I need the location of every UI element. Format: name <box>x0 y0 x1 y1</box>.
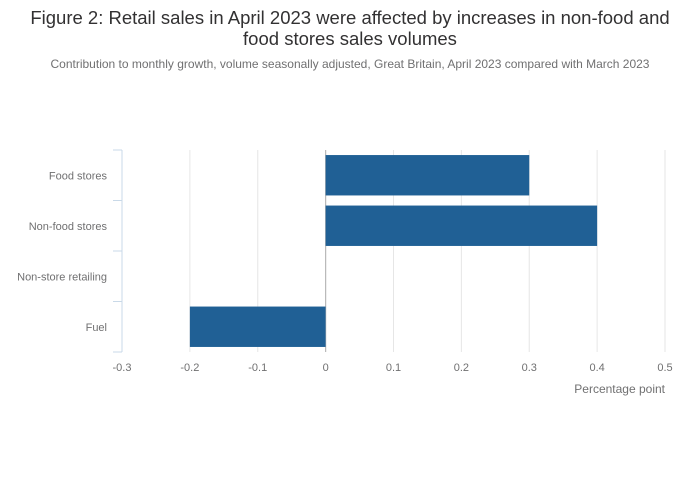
x-tick-labels: -0.3 -0.2 -0.1 0 0.1 0.2 0.3 0.4 0.5 <box>113 362 673 374</box>
bar-food-stores[interactable] <box>325 155 530 196</box>
bar-fuel[interactable] <box>189 306 326 347</box>
category-labels: Food stores Non-food stores Non-store reta… <box>17 170 107 334</box>
x-tick-label: 0.4 <box>589 362 604 374</box>
bar-non-food-stores[interactable] <box>325 205 598 246</box>
x-tick-label: -0.2 <box>180 362 199 374</box>
x-tick-label: 0.1 <box>386 362 401 374</box>
category-label: Non-food stores <box>29 221 108 233</box>
x-tick-label: -0.3 <box>113 362 132 374</box>
x-tick-label: 0 <box>323 362 329 374</box>
chart-subtitle: Contribution to monthly growth, volume s… <box>50 57 650 71</box>
category-label: Non-store retailing <box>17 271 107 283</box>
x-tick-label: 0.5 <box>657 362 672 374</box>
x-tick-label: 0.2 <box>454 362 469 374</box>
x-tick-label: -0.1 <box>248 362 267 374</box>
x-tick-label: 0.3 <box>522 362 537 374</box>
chart-title: Figure 2: Retail sales in April 2023 wer… <box>30 7 670 49</box>
bars <box>189 155 598 347</box>
category-label: Fuel <box>86 322 107 334</box>
category-axis <box>113 149 123 353</box>
x-axis-title: Percentage point <box>574 382 665 396</box>
category-label: Food stores <box>49 170 108 182</box>
